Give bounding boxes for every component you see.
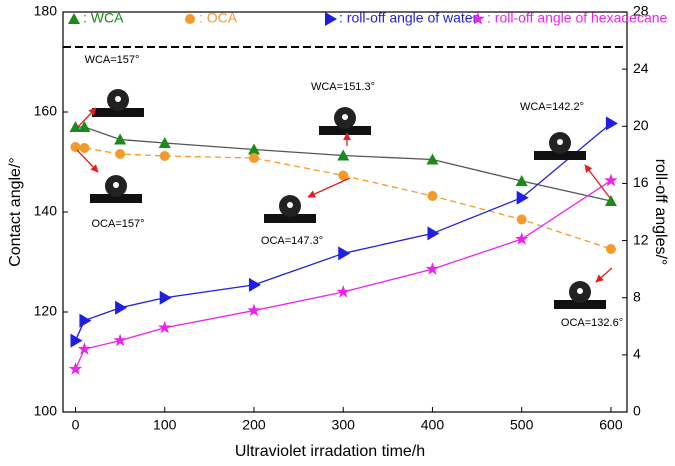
y-tick-label: 160 — [34, 103, 58, 119]
data-point — [70, 333, 83, 348]
y2-tick-label: 4 — [633, 346, 641, 362]
data-point — [516, 190, 529, 205]
annotation: WCA=142.2° — [520, 101, 584, 113]
legend-label: : roll-off angle of hexadecane — [487, 10, 668, 26]
data-point — [336, 285, 350, 298]
y2-axis-label: roll-off angles/° — [652, 159, 669, 266]
data-point — [605, 244, 616, 254]
annotation-arrow — [76, 107, 97, 129]
data-point — [426, 153, 439, 165]
y2-tick-label: 20 — [633, 117, 649, 133]
x-tick-label: 0 — [72, 417, 80, 433]
data-point — [427, 191, 438, 201]
y-tick-label: 140 — [34, 203, 58, 219]
y2-tick-label: 28 — [633, 3, 649, 19]
droplet-substrate — [554, 300, 606, 309]
annotation: OCA=132.6° — [561, 317, 623, 329]
annotation: WCA=157° — [85, 54, 140, 66]
x-tick-label: 400 — [421, 417, 445, 433]
droplet-highlight — [113, 182, 119, 188]
data-point — [77, 342, 92, 355]
data-point — [338, 246, 351, 261]
x-tick-label: 500 — [510, 417, 534, 433]
annotation-arrow — [76, 149, 99, 173]
legend-marker — [471, 12, 485, 25]
droplet-substrate — [90, 194, 142, 203]
y2-tick-label: 16 — [633, 174, 649, 190]
annotation-arrow — [307, 177, 351, 198]
data-point — [78, 121, 91, 132]
data-point — [427, 226, 440, 241]
data-point — [337, 149, 350, 161]
data-point — [247, 143, 260, 155]
data-point — [115, 300, 128, 315]
data-point — [338, 170, 349, 181]
data-point — [158, 320, 172, 334]
droplet-substrate — [92, 108, 144, 117]
x-tick-label: 100 — [153, 417, 177, 433]
x-tick-label: 200 — [242, 417, 266, 433]
data-point — [247, 303, 261, 317]
data-point — [69, 121, 82, 132]
data-point — [248, 277, 261, 292]
legend-marker — [68, 13, 80, 24]
annotation: OCA=147.3° — [261, 235, 323, 247]
data-point — [604, 195, 617, 206]
droplet-highlight — [115, 96, 121, 102]
x-tick-label: 300 — [332, 417, 356, 433]
droplet-substrate — [319, 126, 371, 135]
y2-tick-label: 8 — [633, 288, 641, 304]
annotation: OCA=157° — [91, 218, 144, 230]
y2-tick-label: 12 — [633, 231, 649, 247]
data-point — [79, 313, 92, 328]
data-point — [79, 143, 90, 153]
data-point — [158, 137, 171, 148]
data-point — [70, 142, 81, 152]
y-tick-label: 120 — [34, 303, 58, 319]
data-point — [515, 232, 529, 245]
y2-tick-label: 0 — [633, 403, 641, 419]
data-point — [115, 149, 126, 159]
data-point — [159, 290, 172, 305]
legend-marker — [325, 12, 337, 26]
annotation-arrow — [584, 164, 611, 199]
y-tick-label: 100 — [34, 403, 58, 419]
data-point — [425, 262, 440, 275]
droplet-substrate — [534, 151, 586, 160]
legend-marker — [185, 14, 195, 24]
data-point — [68, 362, 83, 375]
x-axis-label: Ultraviolet irradation time/h — [235, 443, 425, 460]
legend-label: : roll-off angle of water — [339, 10, 478, 26]
annotation: WCA=151.3° — [311, 81, 375, 93]
x-tick-label: 600 — [599, 417, 623, 433]
data-point — [605, 116, 618, 131]
y-tick-label: 180 — [34, 3, 58, 19]
annotation-arrow — [595, 267, 613, 283]
y-axis-label: Contact angle/° — [7, 157, 24, 267]
droplet-highlight — [557, 139, 563, 145]
plot-frame — [62, 11, 628, 413]
data-point — [114, 133, 127, 145]
series-line — [75, 146, 612, 250]
data-point — [516, 214, 527, 225]
data-point — [113, 333, 127, 347]
droplet-highlight — [342, 114, 348, 120]
droplet-highlight — [287, 202, 293, 208]
legend-label: : OCA — [199, 10, 238, 26]
series-line — [74, 180, 612, 370]
y2-tick-label: 24 — [633, 60, 649, 76]
legend-label: : WCA — [83, 10, 124, 26]
data-point — [159, 151, 170, 161]
data-point — [604, 173, 618, 187]
data-point — [248, 153, 259, 163]
droplet-highlight — [577, 288, 583, 294]
droplet-substrate — [264, 214, 316, 223]
data-point — [515, 175, 528, 186]
